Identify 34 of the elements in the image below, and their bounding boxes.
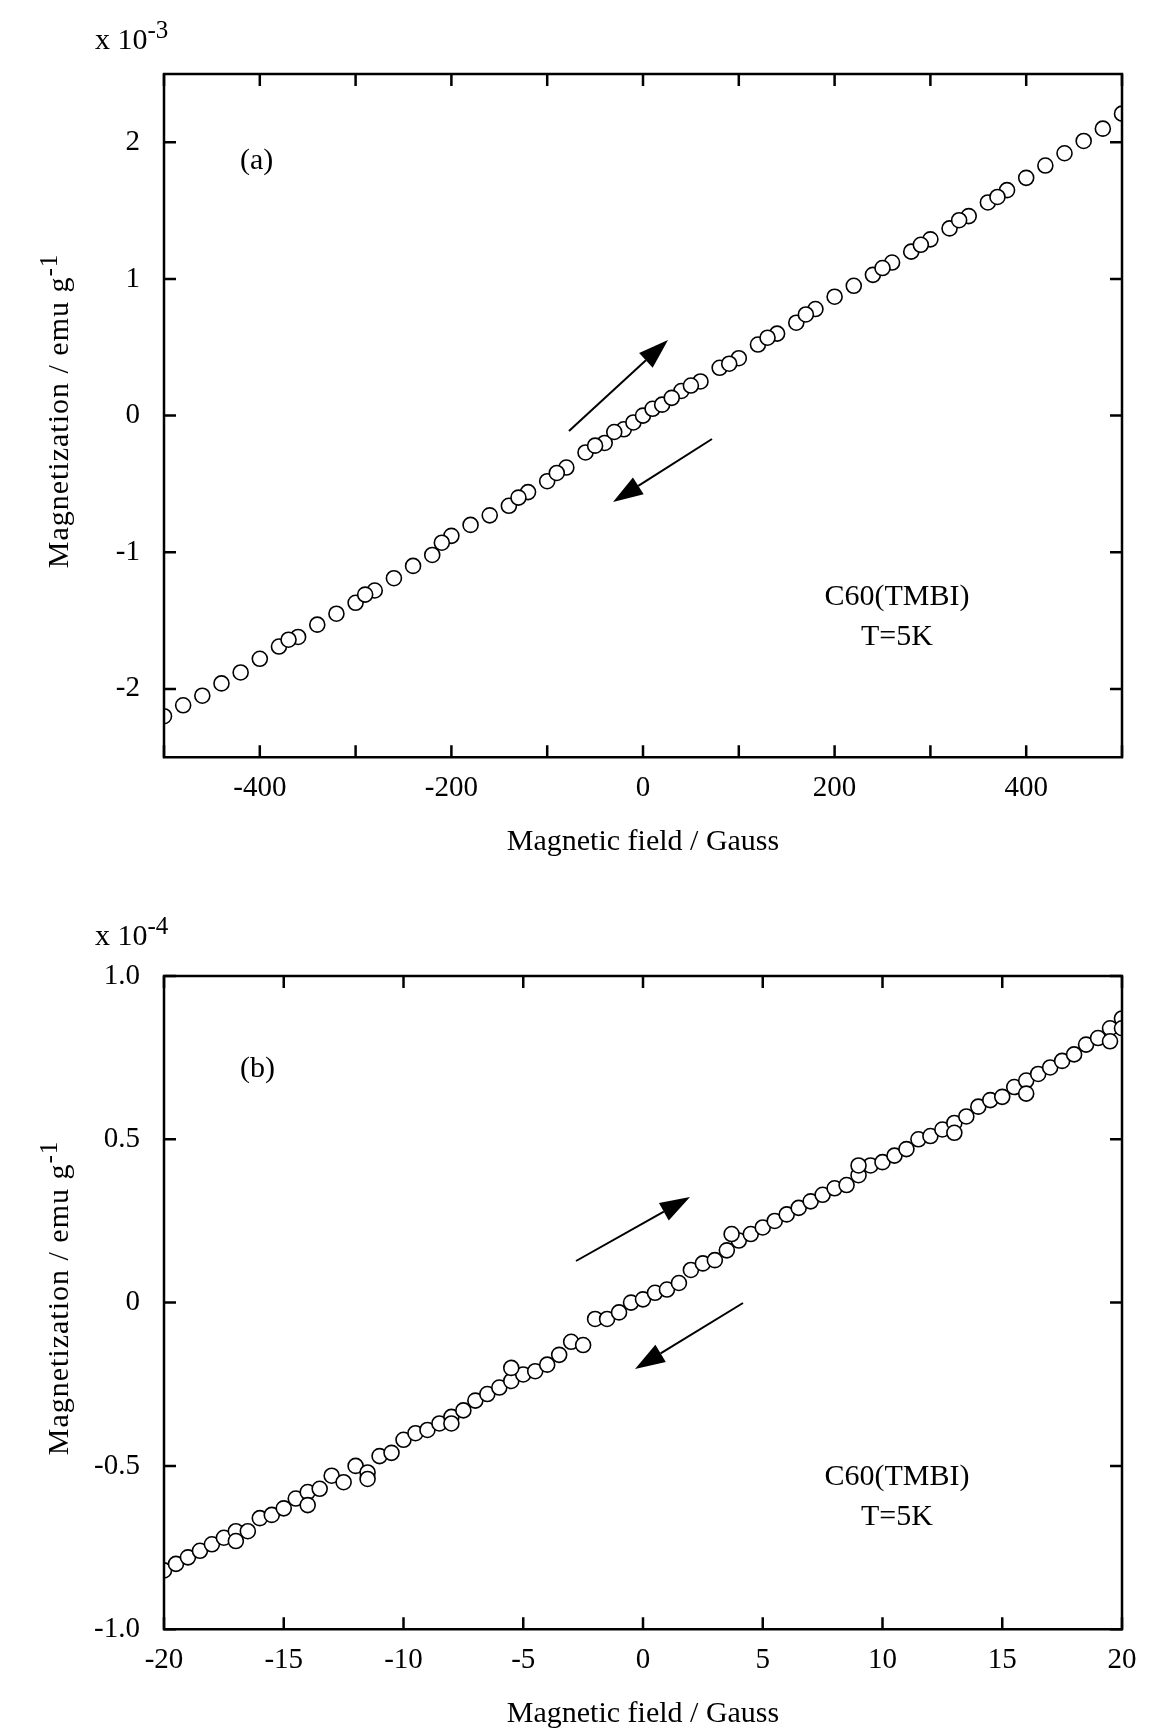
annotation: (b) — [240, 1050, 275, 1084]
x-tick-label: -5 — [511, 1642, 536, 1675]
x-tick-label: 200 — [812, 770, 857, 803]
y-tick-label: 0 — [125, 397, 140, 430]
annotation: T=5K — [861, 618, 933, 652]
x-tick-label: 15 — [987, 1642, 1017, 1675]
x-tick-label: 5 — [755, 1642, 770, 1675]
annotation: T=5K — [861, 1498, 933, 1532]
x-tick-label: 0 — [635, 770, 651, 803]
x-tick-label: -200 — [424, 770, 478, 803]
y-tick-label: 0 — [125, 1284, 140, 1317]
text: x 10$^{-4}$ — [95, 912, 169, 952]
x-tick-label: -15 — [264, 1642, 304, 1675]
x-tick-label: 20 — [1107, 1642, 1137, 1675]
y-tick-label: -2 — [115, 670, 140, 703]
y-tick-label: -1 — [115, 533, 140, 566]
y-tick-label: -1.0 — [94, 1610, 140, 1643]
annotation: C60(TMBI) — [824, 578, 970, 612]
annotation: (a) — [240, 142, 274, 176]
y-tick-label: 1.0 — [103, 957, 140, 990]
x-axis-title: Magnetic field / Gauss — [506, 1694, 780, 1728]
y-tick-label: 1 — [125, 260, 140, 293]
x-tick-label: 10 — [868, 1642, 897, 1675]
text: x 10$^{-3}$ — [95, 16, 169, 56]
y-tick-label: 0.5 — [103, 1120, 140, 1153]
x-axis-title: Magnetic field / Gauss — [506, 822, 780, 856]
annotation: C60(TMBI) — [824, 1458, 970, 1492]
y-tick-label: -0.5 — [94, 1447, 140, 1480]
x-tick-label: -10 — [384, 1642, 423, 1675]
x-tick-label: -20 — [144, 1642, 184, 1675]
x-tick-label: 400 — [1004, 770, 1048, 803]
x-tick-label: 0 — [635, 1642, 651, 1675]
x-tick-label: -400 — [233, 770, 287, 803]
y-tick-label: 2 — [125, 123, 140, 156]
